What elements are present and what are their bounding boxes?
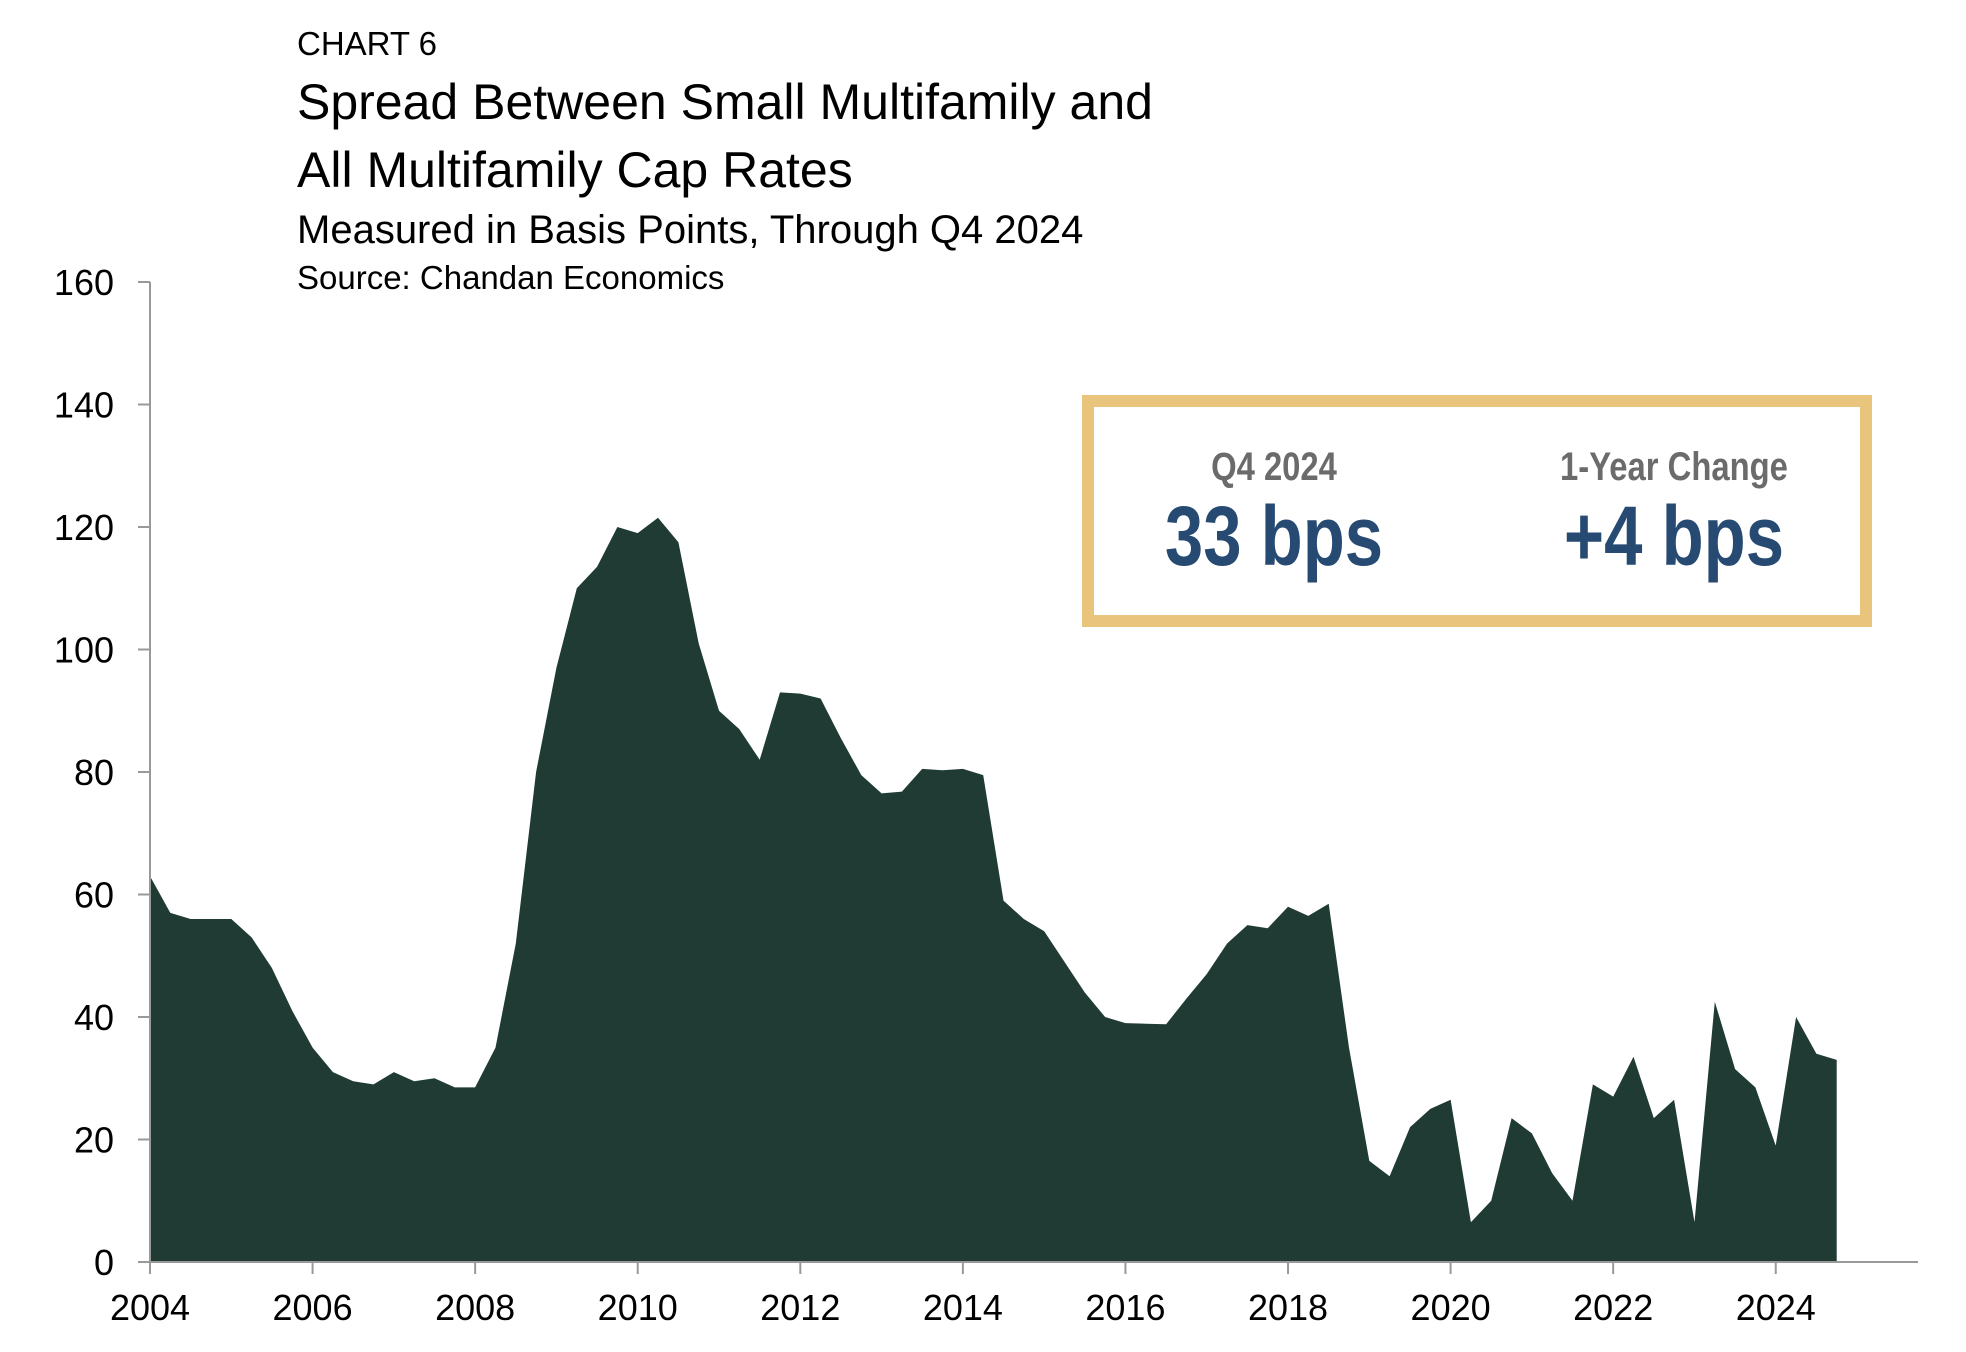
x-tick-label: 2014: [923, 1287, 1003, 1328]
x-axis: 2004 2006 2008 2010 2012 2014 2016 2018 2020 2022…: [110, 1261, 1918, 1328]
one-year-change-stat: 1-Year Change +4 bps: [1494, 445, 1854, 582]
chart-title: Spread Between Small Multifamily and All…: [297, 68, 1153, 204]
chart-source: Source: Chandan Economics: [297, 259, 725, 296]
y-tick-label: 160: [54, 262, 114, 303]
x-tick-label: 2010: [598, 1287, 678, 1328]
y-tick-label: 40: [74, 997, 114, 1038]
x-tick-label: 2016: [1085, 1287, 1165, 1328]
chart-subtitle: Measured in Basis Points, Through Q4 202…: [297, 208, 1084, 252]
x-tick-label: 2024: [1736, 1287, 1816, 1328]
x-tick-label: 2018: [1248, 1287, 1328, 1328]
y-tick-label: 60: [74, 875, 114, 916]
x-tick-label: 2006: [273, 1287, 353, 1328]
x-tick-label: 2020: [1411, 1287, 1491, 1328]
chart-title-line-1: Spread Between Small Multifamily and: [297, 74, 1153, 130]
chart-number-label: CHART 6: [297, 25, 437, 62]
spread-area-series: [150, 517, 1837, 1262]
y-tick-label: 0: [94, 1242, 114, 1283]
chart-header: CHART 6 Spread Between Small Multifamily…: [297, 24, 1153, 300]
x-tick-label: 2012: [760, 1287, 840, 1328]
current-value-stat: Q4 2024 33 bps: [1114, 445, 1434, 582]
x-tick-label: 2022: [1573, 1287, 1653, 1328]
y-axis: 0 20 40 60 80 100 120 140 160: [54, 262, 151, 1283]
y-tick-label: 100: [54, 630, 114, 671]
current-spread-value: 33 bps: [1164, 489, 1384, 583]
chart-title-line-2: All Multifamily Cap Rates: [297, 142, 853, 198]
y-tick-label: 20: [74, 1120, 114, 1161]
y-tick-label: 140: [54, 385, 114, 426]
one-year-change-value: +4 bps: [1563, 489, 1785, 583]
y-tick-label: 120: [54, 507, 114, 548]
one-year-change-label: 1-Year Change: [1560, 445, 1788, 489]
x-tick-label: 2008: [435, 1287, 515, 1328]
x-tick-label: 2004: [110, 1287, 190, 1328]
highlight-callout-box: Q4 2024 33 bps 1-Year Change +4 bps: [1082, 395, 1872, 627]
current-period-label: Q4 2024: [1211, 445, 1337, 489]
y-tick-label: 80: [74, 752, 114, 793]
